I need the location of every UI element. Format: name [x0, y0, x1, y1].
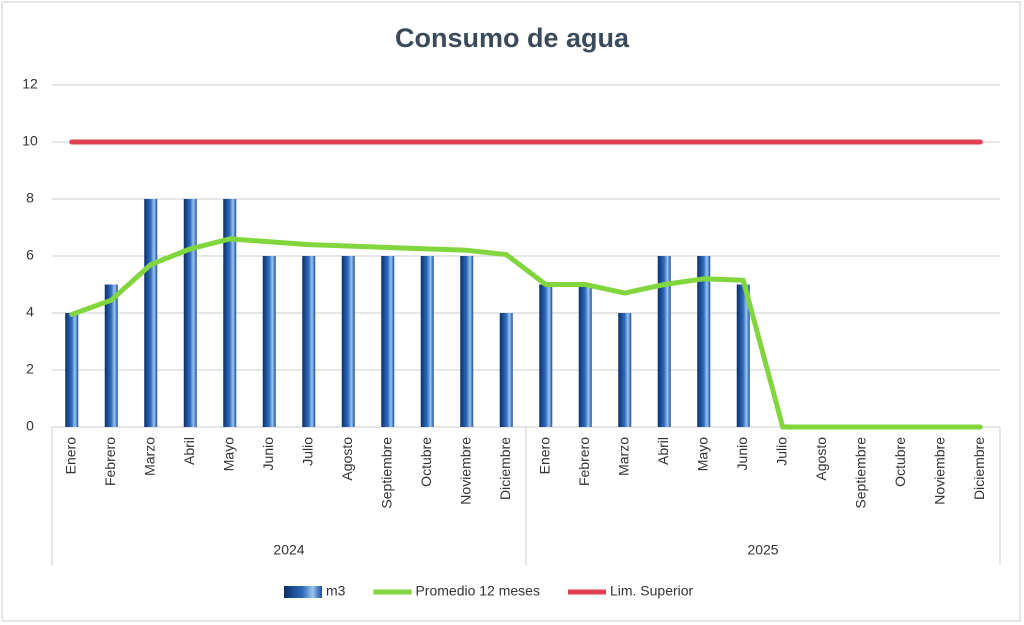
bar [657, 256, 671, 427]
group-label: 2024 [273, 542, 304, 558]
x-tick-label: Diciembre [971, 437, 987, 500]
x-tick-label: Octubre [892, 437, 908, 487]
line-series [69, 236, 983, 430]
x-tick-label: Agosto [339, 437, 355, 481]
x-tick-label: Febrero [102, 437, 118, 486]
x-tick-label: Enero [536, 437, 552, 475]
x-tick-label: Octubre [418, 437, 434, 487]
x-tick-label: Septiembre [852, 437, 868, 509]
x-tick-label: Agosto [813, 437, 829, 481]
bar [144, 199, 158, 427]
bar [499, 313, 513, 427]
y-tick-label: 8 [26, 190, 34, 206]
x-tick-label: Noviembre [931, 437, 947, 505]
x-tick-label: Enero [62, 437, 78, 475]
y-tick-label: 4 [26, 304, 34, 320]
y-tick-label: 2 [26, 361, 34, 377]
x-tick-label: Julio [773, 437, 789, 466]
bar [341, 256, 355, 427]
bar [420, 256, 434, 427]
x-tick-label: Noviembre [457, 437, 473, 505]
group-label: 2025 [747, 542, 778, 558]
x-tick-label: Diciembre [497, 437, 513, 500]
legend-label: Lim. Superior [610, 583, 694, 599]
bar [183, 199, 197, 427]
x-tick-label: Junio [734, 437, 750, 471]
legend-label: m3 [326, 583, 346, 599]
x-tick-label: Septiembre [378, 437, 394, 509]
bar [223, 199, 237, 427]
x-tick-label: Marzo [141, 437, 157, 476]
legend-label: Promedio 12 meses [415, 583, 540, 599]
y-tick-label: 6 [26, 247, 34, 263]
bar [539, 284, 553, 427]
x-tick-label: Febrero [576, 437, 592, 486]
x-tick-label: Marzo [615, 437, 631, 476]
y-tick-label: 10 [22, 133, 38, 149]
y-tick-label: 12 [22, 76, 38, 92]
bar [262, 256, 276, 427]
x-tick-label: Mayo [220, 437, 236, 471]
bar [736, 284, 750, 427]
chart-title: Consumo de agua [395, 23, 630, 53]
x-tick-label: Junio [260, 437, 276, 471]
x-tick-label: Abril [181, 437, 197, 465]
bar [618, 313, 632, 427]
y-tick-label: 0 [26, 418, 34, 434]
bar [104, 284, 118, 427]
x-tick-label: Abril [655, 437, 671, 465]
bar [697, 256, 711, 427]
bar [460, 256, 474, 427]
bar [578, 284, 592, 427]
x-tick-label: Julio [299, 437, 315, 466]
x-tick-label: Mayo [694, 437, 710, 471]
bar [381, 256, 395, 427]
bar [302, 256, 316, 427]
bar [65, 313, 79, 427]
legend-swatch [284, 586, 322, 598]
